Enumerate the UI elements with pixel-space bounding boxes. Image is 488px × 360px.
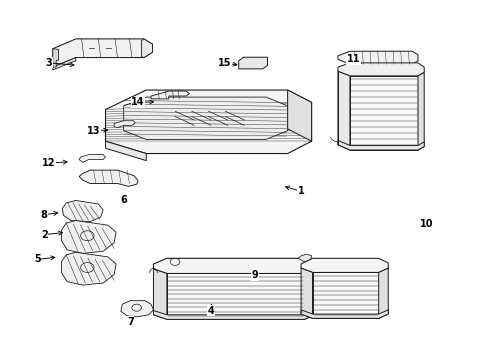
- Text: 15: 15: [217, 58, 231, 68]
- Text: 6: 6: [120, 195, 127, 206]
- Text: 11: 11: [346, 54, 360, 64]
- Text: 7: 7: [127, 317, 134, 327]
- Polygon shape: [153, 258, 315, 274]
- Polygon shape: [61, 252, 116, 285]
- Polygon shape: [123, 97, 287, 139]
- Text: 3: 3: [45, 58, 52, 68]
- Polygon shape: [151, 91, 189, 99]
- Polygon shape: [337, 71, 349, 150]
- Text: 14: 14: [131, 98, 144, 107]
- Polygon shape: [114, 121, 135, 128]
- Polygon shape: [301, 268, 312, 318]
- Polygon shape: [301, 310, 387, 318]
- Text: 4: 4: [207, 306, 214, 315]
- Text: 8: 8: [41, 210, 47, 220]
- Polygon shape: [337, 63, 424, 76]
- Polygon shape: [304, 269, 315, 319]
- Polygon shape: [53, 49, 59, 67]
- Text: 10: 10: [419, 219, 432, 229]
- Polygon shape: [417, 72, 424, 150]
- Polygon shape: [121, 301, 153, 317]
- Polygon shape: [378, 268, 387, 318]
- Polygon shape: [79, 170, 138, 186]
- Text: 9: 9: [251, 270, 258, 280]
- Polygon shape: [141, 39, 152, 58]
- Text: 1: 1: [297, 186, 304, 196]
- Polygon shape: [105, 141, 146, 161]
- Polygon shape: [349, 76, 417, 150]
- Polygon shape: [79, 154, 105, 162]
- Polygon shape: [301, 258, 387, 273]
- Polygon shape: [53, 39, 152, 67]
- Text: 13: 13: [86, 126, 100, 136]
- Text: 12: 12: [42, 158, 56, 168]
- Polygon shape: [62, 201, 103, 222]
- Polygon shape: [312, 273, 378, 318]
- Polygon shape: [287, 90, 311, 141]
- Polygon shape: [153, 311, 315, 319]
- Polygon shape: [337, 140, 424, 150]
- Polygon shape: [53, 58, 76, 70]
- Polygon shape: [153, 269, 166, 319]
- Polygon shape: [298, 254, 311, 262]
- Text: 2: 2: [41, 230, 47, 240]
- Polygon shape: [238, 57, 267, 69]
- Polygon shape: [166, 274, 304, 319]
- Text: 5: 5: [34, 255, 41, 264]
- Polygon shape: [61, 221, 116, 253]
- Polygon shape: [105, 90, 311, 154]
- Polygon shape: [337, 51, 417, 64]
